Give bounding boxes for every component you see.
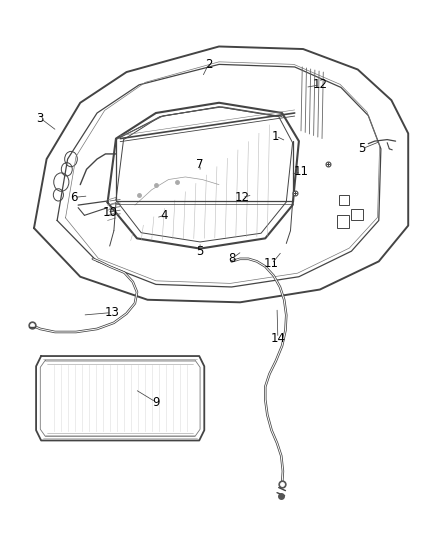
Text: 3: 3 bbox=[37, 111, 44, 125]
Text: 11: 11 bbox=[293, 165, 308, 179]
Text: 8: 8 bbox=[228, 252, 235, 265]
Text: 6: 6 bbox=[70, 191, 78, 204]
Text: 9: 9 bbox=[152, 395, 160, 409]
Text: 12: 12 bbox=[235, 191, 250, 204]
Text: 5: 5 bbox=[358, 142, 366, 155]
Text: 14: 14 bbox=[270, 332, 286, 345]
Text: 4: 4 bbox=[161, 209, 168, 222]
Text: 7: 7 bbox=[196, 158, 204, 171]
Text: 2: 2 bbox=[205, 58, 212, 71]
Text: 13: 13 bbox=[104, 306, 119, 319]
Text: 10: 10 bbox=[102, 206, 117, 219]
Text: 11: 11 bbox=[264, 257, 279, 270]
Text: 1: 1 bbox=[272, 130, 279, 142]
Text: 12: 12 bbox=[312, 78, 328, 91]
Text: 5: 5 bbox=[196, 245, 204, 257]
